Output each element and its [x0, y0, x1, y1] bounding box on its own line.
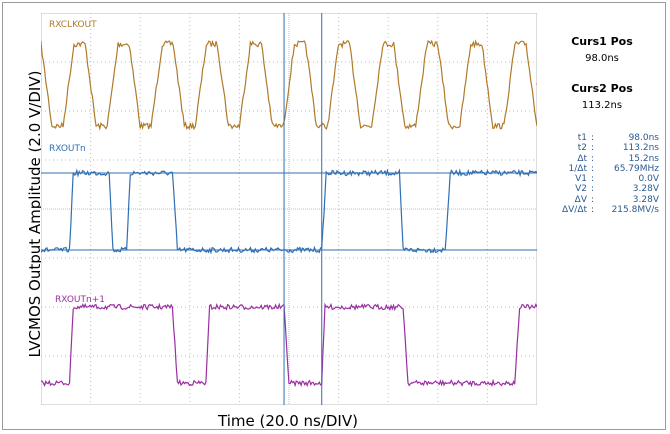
- measurement-row: t1: 98.0ns: [539, 133, 665, 143]
- measurement-label: t1: [577, 133, 587, 143]
- measurement-value: 113.2ns: [622, 143, 659, 154]
- trace-label-rxoutn1: RXOUTn+1: [55, 295, 105, 305]
- figure-frame: LVCMOS Output Amplitude (2.0 V/DIV) RXCL…: [2, 2, 666, 430]
- measurement-label: V2: [575, 184, 587, 195]
- curs2-value: 113.2ns: [581, 100, 623, 111]
- measurement-row: V2: 3.28V: [539, 184, 665, 194]
- cursor-readout-panel: Curs1 Pos 98.0ns Curs2 Pos 113.2ns t1: 98…: [539, 35, 665, 215]
- x-axis-label: Time (20.0 ns/DIV): [218, 412, 358, 430]
- grid: [41, 13, 537, 405]
- measurement-label: Δt: [577, 153, 587, 164]
- measurement-value: 15.2ns: [628, 153, 659, 164]
- measurement-colon: :: [591, 153, 595, 164]
- trace-line: [41, 39, 537, 131]
- measurement-colon: :: [591, 163, 595, 174]
- scope-plot: RXCLKOUT RXOUTn RXOUTn+1: [41, 13, 537, 405]
- measurement-colon: :: [591, 174, 595, 185]
- measurement-row: ΔV: 3.28V: [539, 195, 665, 205]
- trace-line: [41, 302, 537, 388]
- measurement-row: t2: 113.2ns: [539, 143, 665, 153]
- measurement-label: t2: [577, 143, 587, 154]
- measurement-value: 98.0ns: [628, 133, 659, 143]
- measurement-row: V1: 0.0V: [539, 174, 665, 184]
- trace-line: [41, 168, 537, 255]
- measurement-colon: :: [591, 184, 595, 195]
- measurement-row: 1/Δt: 65.79MHz: [539, 164, 665, 174]
- measurement-label: ΔV: [574, 194, 587, 205]
- traces: [41, 39, 537, 388]
- measurement-row: Δt: 15.2ns: [539, 154, 665, 164]
- measurement-value: 0.0V: [638, 174, 659, 185]
- measurement-value: 3.28V: [632, 194, 659, 205]
- measurement-row: ΔV/Δt: 215.8MV/s: [539, 205, 665, 215]
- curs2-title: Curs2 Pos: [571, 82, 633, 95]
- measurement-label: ΔV/Δt: [561, 205, 587, 216]
- curs1-title: Curs1 Pos: [571, 35, 633, 48]
- trace-label-rxclkout: RXCLKOUT: [49, 20, 97, 30]
- measurement-value: 215.8MV/s: [611, 205, 659, 216]
- measurement-colon: :: [591, 143, 595, 154]
- measurement-list: t1: 98.0ns t2: 113.2ns Δt: 15.2ns 1/Δt: 65.79MH…: [539, 133, 665, 215]
- measurement-label: 1/Δt: [568, 163, 587, 174]
- measurement-colon: :: [591, 133, 595, 143]
- measurement-label: V1: [575, 174, 587, 185]
- cursors: [41, 13, 537, 405]
- measurement-value: 3.28V: [632, 184, 659, 195]
- measurement-value: 65.79MHz: [613, 163, 659, 174]
- measurement-colon: :: [591, 205, 595, 216]
- measurement-colon: :: [591, 194, 595, 205]
- trace-label-rxoutn: RXOUTn: [49, 144, 86, 154]
- curs1-value: 98.0ns: [585, 53, 619, 64]
